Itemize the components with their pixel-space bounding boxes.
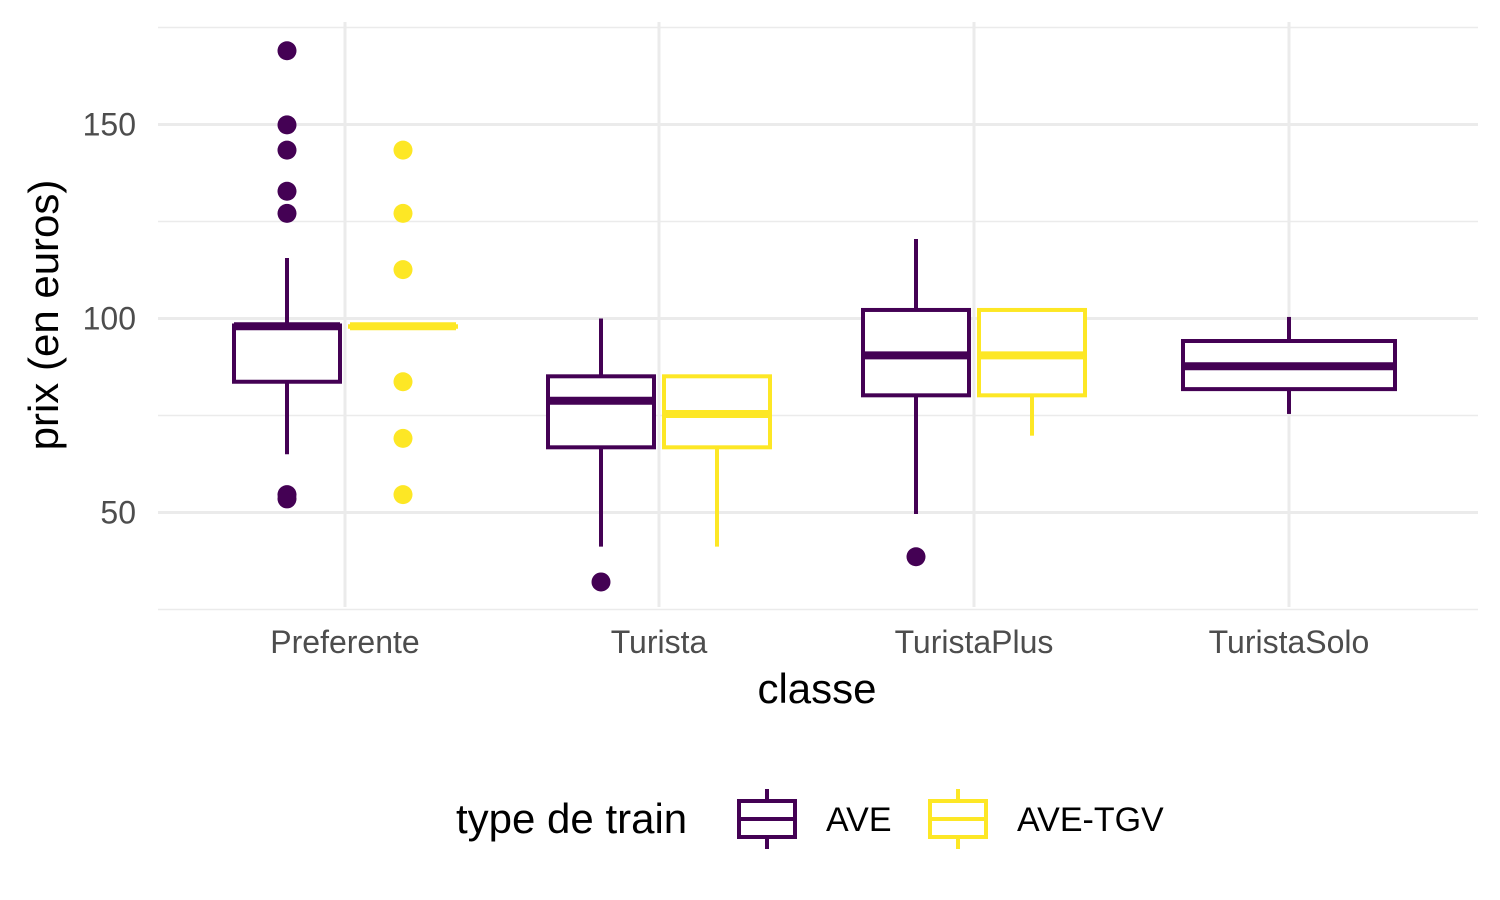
y-axis-title: prix (en euros) xyxy=(20,180,67,451)
outlier-point xyxy=(277,41,297,61)
outlier-point xyxy=(277,485,297,505)
grid xyxy=(158,22,1478,611)
box-ave-preferente xyxy=(232,41,342,509)
x-tick-label: Turista xyxy=(611,624,708,660)
outlier-point xyxy=(591,572,611,592)
legend-key-ave xyxy=(737,789,797,849)
box-rect xyxy=(546,374,656,450)
boxes xyxy=(232,41,1397,592)
box-ave-tgv-turistaplus xyxy=(977,307,1087,436)
legend: type de train AVE AVE-TGV xyxy=(456,789,1164,849)
box-ave-tgv-turista xyxy=(662,374,772,547)
outlier-point xyxy=(393,372,413,392)
box-rect xyxy=(232,323,342,384)
y-tick-label: 50 xyxy=(100,495,136,531)
x-tick-label: Preferente xyxy=(270,624,419,660)
outlier-point xyxy=(393,140,413,160)
box-ave-turistaplus xyxy=(861,238,971,567)
legend-title: type de train xyxy=(456,795,687,842)
legend-label: AVE xyxy=(826,801,892,839)
box-ave-turistasolo xyxy=(1181,316,1397,414)
box-ave-turista xyxy=(546,318,656,592)
box-ave-tgv-preferente xyxy=(348,140,458,505)
y-tick-label: 100 xyxy=(83,301,136,337)
legend-key-ave-tgv xyxy=(928,789,988,849)
outlier-point xyxy=(277,115,297,135)
x-tick-label: TuristaSolo xyxy=(1209,624,1370,660)
y-axis-ticks: 50 100 150 xyxy=(83,107,136,531)
x-axis-title: classe xyxy=(757,665,876,712)
y-tick-label: 150 xyxy=(83,107,136,143)
outlier-point xyxy=(277,181,297,201)
legend-label: AVE-TGV xyxy=(1017,801,1164,839)
outlier-point xyxy=(277,203,297,223)
outlier-point xyxy=(393,203,413,223)
outlier-point xyxy=(906,547,926,567)
outlier-point xyxy=(393,260,413,280)
outlier-point xyxy=(393,485,413,505)
outlier-point xyxy=(277,140,297,160)
x-axis-ticks: Preferente Turista TuristaPlus TuristaSolo xyxy=(270,624,1369,660)
x-tick-label: TuristaPlus xyxy=(895,624,1054,660)
outlier-point xyxy=(393,428,413,448)
